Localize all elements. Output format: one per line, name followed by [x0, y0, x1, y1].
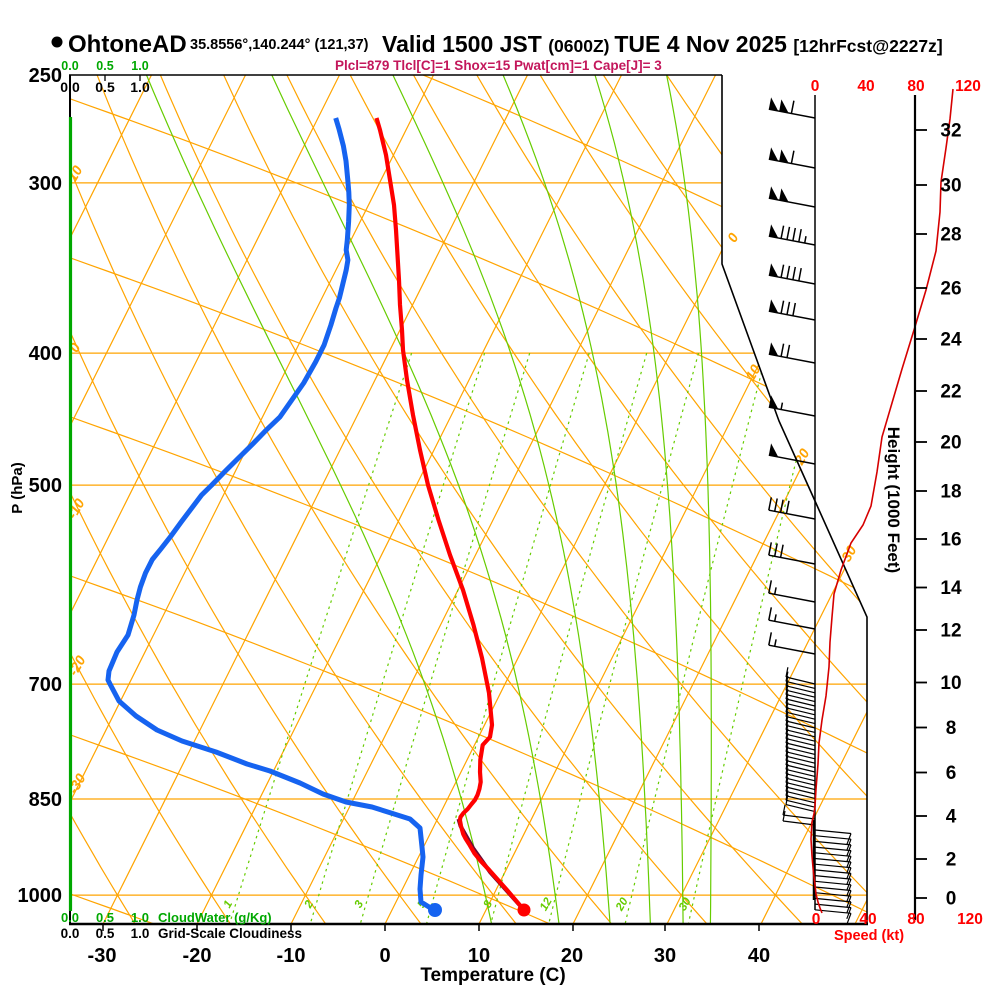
svg-text:0: 0 — [811, 78, 820, 95]
svg-text:-10: -10 — [277, 945, 306, 967]
svg-text:24: 24 — [940, 330, 962, 351]
svg-text:30: 30 — [654, 945, 676, 967]
svg-text:0.0: 0.0 — [60, 79, 80, 95]
svg-text:1.0: 1.0 — [131, 59, 148, 73]
svg-text:32: 32 — [940, 121, 961, 142]
svg-text:Plcl=879 Tlcl[C]=1 Shox=15 Pwa: Plcl=879 Tlcl[C]=1 Shox=15 Pwat[cm]=1 Ca… — [335, 58, 662, 73]
svg-text:120: 120 — [957, 911, 983, 928]
svg-text:1.0: 1.0 — [131, 926, 150, 941]
svg-text:0.0: 0.0 — [61, 59, 78, 73]
svg-text:Height (1000 Feet): Height (1000 Feet) — [884, 427, 903, 573]
svg-text:120: 120 — [955, 78, 981, 95]
svg-text:Speed (kt): Speed (kt) — [834, 928, 904, 944]
svg-text:26: 26 — [940, 279, 961, 300]
svg-text:-20: -20 — [183, 945, 212, 967]
svg-text:30: 30 — [838, 543, 860, 565]
svg-text:22: 22 — [940, 382, 961, 403]
svg-text:80: 80 — [907, 911, 924, 928]
svg-text:1.0: 1.0 — [130, 79, 150, 95]
svg-text:P (hPa): P (hPa) — [9, 462, 26, 513]
svg-text:40: 40 — [748, 945, 770, 967]
svg-text:80: 80 — [907, 78, 924, 95]
svg-text:12: 12 — [940, 621, 961, 642]
svg-text:250: 250 — [29, 65, 62, 87]
svg-text:20: 20 — [561, 945, 583, 967]
svg-text:10: 10 — [940, 673, 961, 694]
svg-text:12: 12 — [538, 895, 555, 913]
svg-text:16: 16 — [940, 530, 961, 551]
svg-text:0.0: 0.0 — [61, 926, 80, 941]
svg-text:OhtoneAD: OhtoneAD — [68, 31, 187, 58]
svg-text:0: 0 — [946, 889, 957, 910]
svg-text:400: 400 — [29, 343, 62, 365]
svg-text:10: 10 — [468, 945, 490, 967]
svg-text:20: 20 — [940, 433, 961, 454]
svg-text:8: 8 — [946, 718, 957, 739]
svg-text:500: 500 — [29, 475, 62, 497]
svg-text:30: 30 — [940, 176, 961, 197]
svg-text:0.0: 0.0 — [61, 910, 79, 925]
svg-text:Temperature (C): Temperature (C) — [420, 965, 565, 986]
svg-text:1000: 1000 — [18, 885, 63, 907]
svg-text:-30: -30 — [88, 945, 117, 967]
svg-text:0: 0 — [379, 945, 390, 967]
svg-text:40: 40 — [857, 78, 874, 95]
svg-text:30: 30 — [677, 895, 694, 913]
svg-text:40: 40 — [859, 911, 876, 928]
svg-text:28: 28 — [940, 225, 961, 246]
svg-text:Grid-Scale Cloudiness: Grid-Scale Cloudiness — [158, 926, 302, 941]
svg-text:14: 14 — [940, 578, 962, 599]
svg-text:0.5: 0.5 — [96, 59, 113, 73]
svg-text:0.5: 0.5 — [95, 79, 115, 95]
svg-text:6: 6 — [946, 763, 957, 784]
svg-text:0.5: 0.5 — [96, 910, 114, 925]
svg-text:10: 10 — [742, 362, 764, 384]
svg-text:CloudWater (g/Kg): CloudWater (g/Kg) — [158, 910, 272, 925]
svg-text:18: 18 — [940, 482, 961, 503]
svg-text:700: 700 — [29, 674, 62, 696]
svg-text:2: 2 — [946, 850, 957, 871]
svg-text:Valid 1500 JST (0600Z) TUE 4 N: Valid 1500 JST (0600Z) TUE 4 Nov 2025 [1… — [382, 31, 943, 57]
svg-text:0: 0 — [812, 911, 821, 928]
svg-text:4: 4 — [946, 807, 957, 828]
svg-text:850: 850 — [29, 789, 62, 811]
svg-text:1.0: 1.0 — [131, 910, 149, 925]
svg-text:35.8556°,140.244° (121,37): 35.8556°,140.244° (121,37) — [190, 37, 369, 53]
svg-text:0.5: 0.5 — [96, 926, 115, 941]
svg-text:1: 1 — [222, 899, 236, 911]
svg-text:300: 300 — [29, 173, 62, 195]
